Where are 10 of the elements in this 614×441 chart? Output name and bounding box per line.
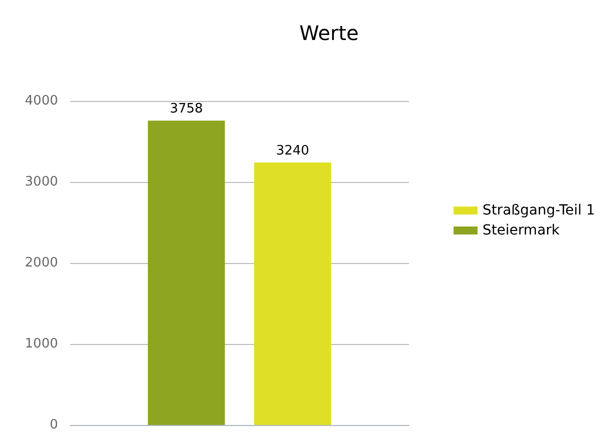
y-tick-label: 0	[50, 418, 58, 432]
chart-title: Werte	[299, 21, 359, 45]
y-tick-label: 3000	[24, 174, 58, 190]
y-tick-label: 4000	[24, 94, 58, 108]
legend-label: Straßgang-Teil 1	[482, 202, 596, 218]
y-tick-label: 1000	[24, 336, 58, 352]
y-tick-label: 2000	[24, 256, 58, 270]
legend-label: Steiermark	[482, 222, 561, 238]
data-label: 3240	[276, 144, 310, 159]
data-label: 3758	[170, 102, 203, 117]
